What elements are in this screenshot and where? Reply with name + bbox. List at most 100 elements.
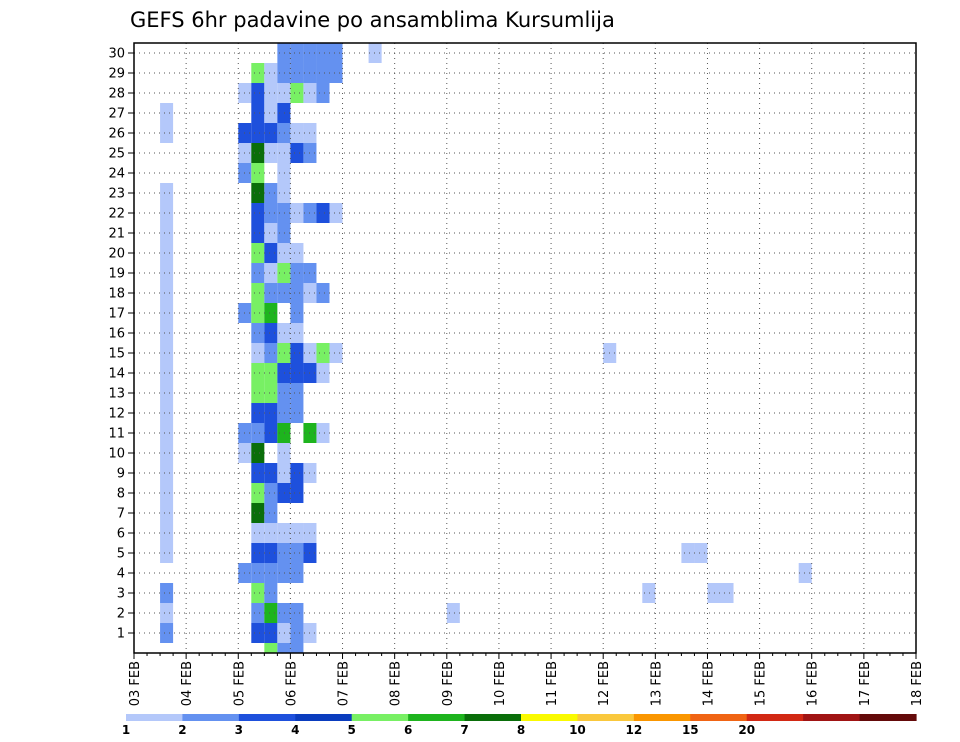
heat-cell bbox=[290, 283, 304, 303]
y-tick-label: 11 bbox=[108, 427, 125, 442]
y-tick-label: 3 bbox=[117, 587, 125, 602]
heat-cell bbox=[277, 83, 291, 103]
heat-cell bbox=[264, 363, 278, 383]
y-tick-label: 18 bbox=[108, 287, 125, 302]
heat-cell bbox=[277, 263, 291, 283]
colorbar-segment bbox=[126, 714, 184, 721]
y-tick-label: 8 bbox=[117, 487, 125, 502]
heat-cell bbox=[264, 503, 278, 523]
heat-cell bbox=[277, 463, 291, 483]
x-tick-label: 06 FEB bbox=[284, 661, 299, 706]
colorbar-segment bbox=[690, 714, 748, 721]
x-axis: 03 FEB 04 FEB 05 FEB 06 FEB 07 FEB 08 FEB 09 F… bbox=[128, 653, 925, 706]
heat-cell bbox=[316, 83, 330, 103]
heat-cell bbox=[277, 43, 291, 63]
heat-cell bbox=[290, 363, 304, 383]
heat-cell bbox=[277, 243, 291, 263]
y-tick-label: 14 bbox=[108, 367, 125, 382]
y-tick-label: 30 bbox=[108, 47, 125, 62]
heat-cell bbox=[368, 43, 382, 63]
x-tick-label: 04 FEB bbox=[180, 661, 195, 706]
heat-cell bbox=[251, 403, 265, 423]
heat-cell bbox=[160, 263, 174, 283]
heat-cell bbox=[160, 523, 174, 543]
x-tick-label: 03 FEB bbox=[128, 661, 143, 706]
heat-cell bbox=[251, 443, 265, 463]
heat-cell bbox=[251, 283, 265, 303]
heat-cell bbox=[277, 223, 291, 243]
heat-cell bbox=[160, 303, 174, 323]
x-tick-label: 13 FEB bbox=[649, 661, 664, 706]
heat-cell bbox=[251, 183, 265, 203]
y-tick-label: 6 bbox=[117, 527, 125, 542]
y-tick-label: 16 bbox=[108, 327, 125, 342]
heat-cell bbox=[264, 143, 278, 163]
colorbar-segment bbox=[859, 714, 917, 721]
heat-cell bbox=[277, 123, 291, 143]
heat-cell bbox=[264, 423, 278, 443]
heat-cell bbox=[264, 343, 278, 363]
heat-cell bbox=[798, 563, 812, 583]
heat-cell bbox=[277, 643, 291, 653]
heat-cell bbox=[290, 143, 304, 163]
heat-cell bbox=[251, 143, 265, 163]
heat-cell bbox=[277, 183, 291, 203]
x-tick-label: 09 FEB bbox=[441, 661, 456, 706]
heat-cell bbox=[264, 623, 278, 643]
heat-cell bbox=[160, 243, 174, 263]
y-axis: 1234567891011121314151617181920212223242… bbox=[108, 47, 134, 642]
heat-cell bbox=[277, 103, 291, 123]
heat-cell bbox=[290, 243, 304, 263]
x-tick-label: 07 FEB bbox=[337, 661, 352, 706]
heat-cell bbox=[277, 443, 291, 463]
heat-cell bbox=[290, 523, 304, 543]
heat-cell bbox=[264, 583, 278, 603]
heat-cell bbox=[251, 103, 265, 123]
heat-cell bbox=[251, 123, 265, 143]
heat-cell bbox=[264, 323, 278, 343]
heat-cell bbox=[277, 163, 291, 183]
heat-cell bbox=[264, 283, 278, 303]
heat-cell bbox=[277, 63, 291, 83]
heat-cell bbox=[316, 423, 330, 443]
x-tick-label: 12 FEB bbox=[597, 661, 612, 706]
heat-cell bbox=[264, 383, 278, 403]
heat-cell bbox=[251, 543, 265, 563]
heat-cell bbox=[264, 483, 278, 503]
heat-cell bbox=[264, 463, 278, 483]
heat-cell bbox=[160, 323, 174, 343]
heat-cell bbox=[290, 623, 304, 643]
colorbar-segment bbox=[521, 714, 579, 721]
heat-cell bbox=[277, 143, 291, 163]
heat-cell bbox=[251, 63, 265, 83]
heat-cell bbox=[694, 543, 708, 563]
heat-cell bbox=[251, 523, 265, 543]
heat-cell bbox=[160, 123, 174, 143]
heat-cell bbox=[720, 583, 734, 603]
heat-cell bbox=[642, 583, 656, 603]
heat-cell bbox=[264, 223, 278, 243]
heat-cell bbox=[290, 343, 304, 363]
heat-cell bbox=[160, 343, 174, 363]
heat-cell bbox=[160, 423, 174, 443]
y-tick-label: 10 bbox=[108, 447, 125, 462]
heat-cell bbox=[264, 403, 278, 423]
x-tick-label: 18 FEB bbox=[910, 661, 925, 706]
colorbar-label: 15 bbox=[682, 723, 699, 737]
heat-cell bbox=[251, 603, 265, 623]
heat-cell bbox=[251, 583, 265, 603]
heat-cell bbox=[277, 323, 291, 343]
colorbar-label: 8 bbox=[517, 723, 525, 737]
x-tick-label: 08 FEB bbox=[389, 661, 404, 706]
heat-cell bbox=[251, 163, 265, 183]
heat-cell bbox=[290, 63, 304, 83]
heat-cell bbox=[251, 623, 265, 643]
heat-cell bbox=[264, 83, 278, 103]
heat-cell bbox=[290, 643, 304, 653]
heat-cell bbox=[264, 603, 278, 623]
heat-cell bbox=[251, 323, 265, 343]
y-tick-label: 23 bbox=[108, 187, 125, 202]
heat-cell bbox=[264, 63, 278, 83]
heat-cell bbox=[290, 263, 304, 283]
heat-cell bbox=[264, 243, 278, 263]
